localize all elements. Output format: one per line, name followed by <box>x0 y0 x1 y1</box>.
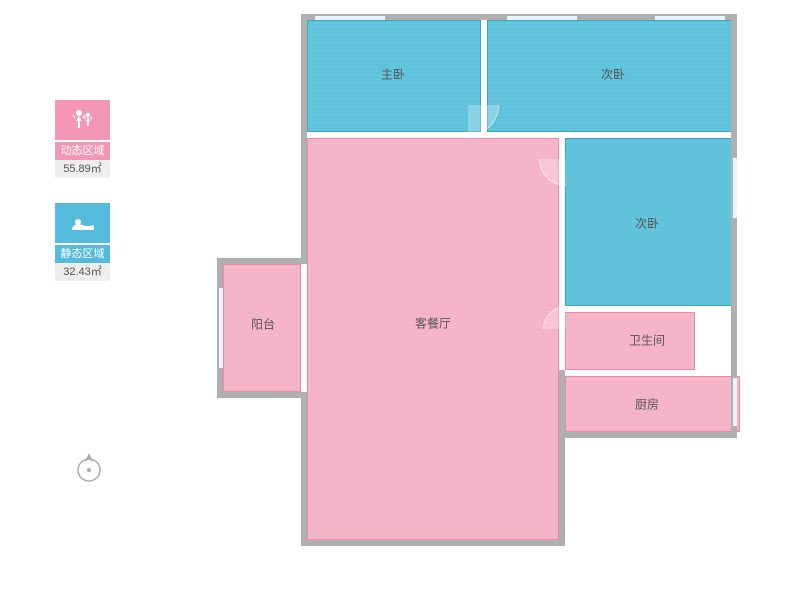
wall-6 <box>217 392 307 398</box>
room-label-balcony: 阳台 <box>251 316 275 333</box>
window-0 <box>315 16 385 20</box>
legend-dynamic-icon-box <box>55 100 110 140</box>
room-label-master_bedroom: 主卧 <box>381 66 405 83</box>
window-2 <box>655 16 725 20</box>
legend-static-title: 静态区域 <box>55 245 110 263</box>
sleep-icon <box>68 212 98 234</box>
wall-9 <box>301 14 307 264</box>
legend-static-icon-box <box>55 203 110 243</box>
room-label-bedroom2_right: 次卧 <box>635 215 659 232</box>
legend-dynamic: 动态区域 55.89㎡ <box>55 100 125 178</box>
room-label-living: 客餐厅 <box>415 315 451 332</box>
wall-2 <box>565 432 737 438</box>
legend-dynamic-value: 55.89㎡ <box>55 160 110 178</box>
wall-5 <box>301 392 307 546</box>
legend-dynamic-title: 动态区域 <box>55 142 110 160</box>
legend-panel: 动态区域 55.89㎡ 静态区域 32.43㎡ <box>55 100 125 306</box>
wall-3 <box>559 370 565 546</box>
room-label-bathroom: 卫生间 <box>629 332 665 349</box>
window-1 <box>507 16 577 20</box>
legend-static-value: 32.43㎡ <box>55 263 110 281</box>
legend-static: 静态区域 32.43㎡ <box>55 203 125 281</box>
compass-icon <box>72 450 106 484</box>
room-label-kitchen: 厨房 <box>635 396 659 413</box>
people-icon <box>69 106 97 134</box>
wall-4 <box>301 540 565 546</box>
window-3 <box>733 158 737 218</box>
floorplan: 主卧次卧次卧客餐厅阳台卫生间厨房 <box>215 8 745 564</box>
wall-8 <box>217 258 307 264</box>
window-5 <box>219 288 223 368</box>
room-label-bedroom2_top: 次卧 <box>601 66 625 83</box>
window-4 <box>733 378 737 426</box>
room-living <box>307 138 559 540</box>
wall-1 <box>731 14 737 438</box>
